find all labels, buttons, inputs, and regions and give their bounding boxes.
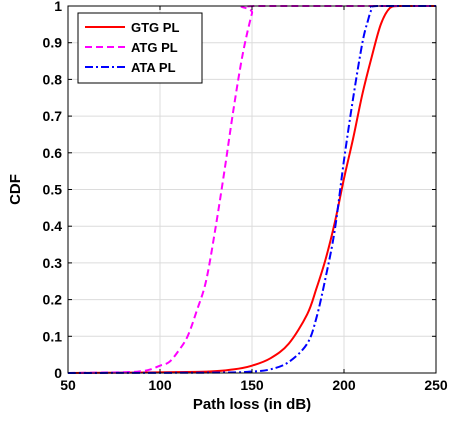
y-tick-label: 0.6 (43, 145, 63, 161)
y-tick-label: 0.8 (43, 71, 63, 87)
series-line-atg-pl (67, 4, 436, 374)
y-tick-label: 0.2 (43, 292, 63, 308)
series-line-ata-pl (67, 4, 436, 374)
x-tick-label: 150 (240, 377, 264, 393)
series-line-gtg-pl (67, 4, 436, 374)
y-axis-label: CDF (7, 174, 24, 205)
tick-labels: 50 100 150 200 250 0 0.1 0.2 0.3 0.4 0.5 0.6 0.7 0.8 0… (43, 0, 448, 393)
x-tick-label: 100 (148, 377, 172, 393)
x-tick-label: 200 (332, 377, 356, 393)
series-lines (67, 4, 436, 374)
x-tick-label: 250 (424, 377, 448, 393)
y-tick-label: 0.5 (43, 182, 63, 198)
legend-label-atg: ATG PL (131, 40, 178, 55)
y-tick-label: 0.9 (43, 35, 63, 51)
y-tick-label: 0.4 (43, 218, 63, 234)
x-axis-label: Path loss (in dB) (193, 396, 311, 413)
legend-label-gtg: GTG PL (131, 20, 179, 35)
y-tick-label: 0.7 (43, 108, 63, 124)
x-tick-label: 50 (60, 377, 76, 393)
y-tick-label: 0.1 (43, 328, 63, 344)
legend: GTG PL ATG PL ATA PL (77, 12, 203, 84)
legend-label-ata: ATA PL (131, 60, 176, 75)
y-tick-label: 1 (54, 0, 62, 14)
y-tick-label: 0.3 (43, 255, 63, 271)
y-tick-label: 0 (54, 365, 62, 381)
